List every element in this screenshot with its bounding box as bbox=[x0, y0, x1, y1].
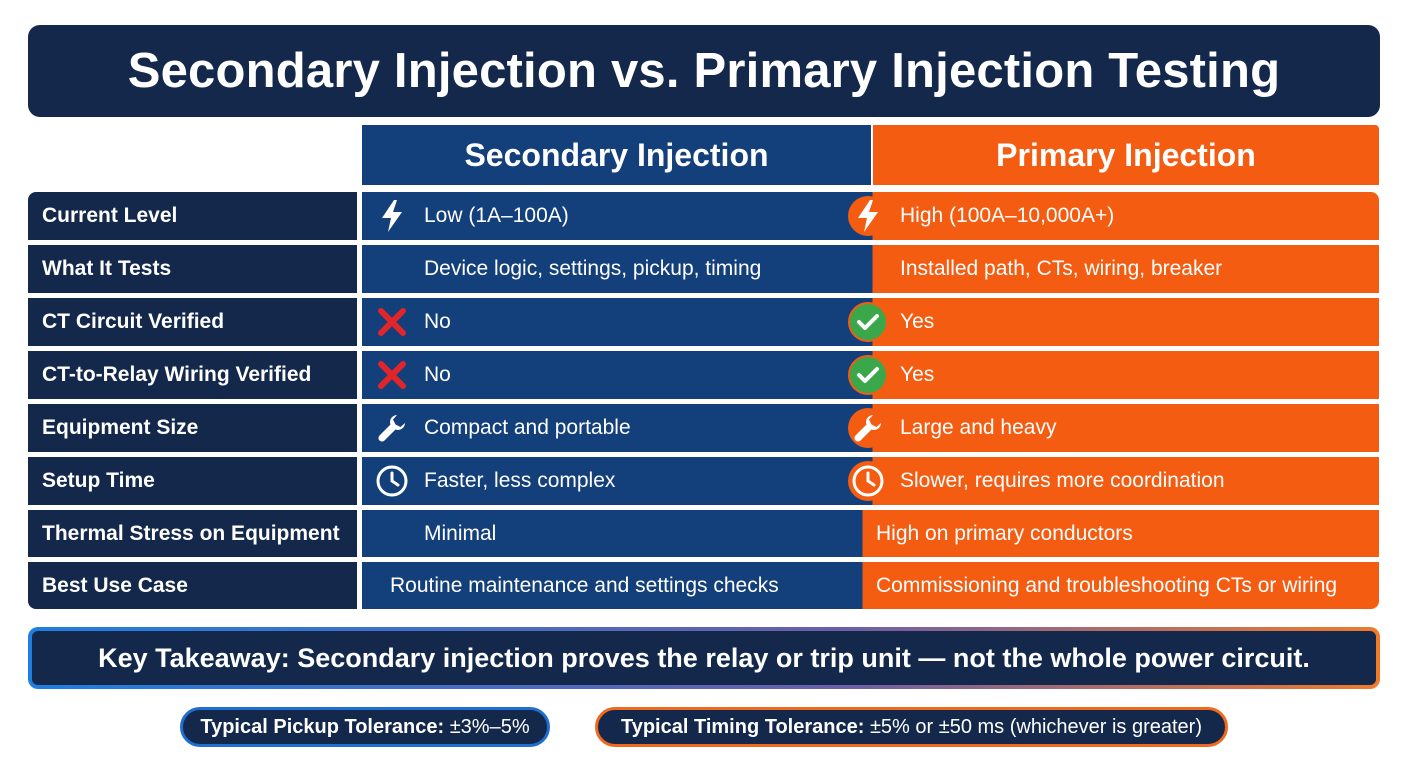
timing-tolerance-badge: Typical Timing Tolerance: ±5% or ±50 ms … bbox=[595, 707, 1228, 747]
cell-secondary-current-level: Low (1A–100A) bbox=[424, 204, 569, 227]
timing-tolerance-label: Typical Timing Tolerance: bbox=[620, 715, 865, 738]
column-header-secondary: Secondary Injection bbox=[362, 125, 871, 185]
row-label-setup-time: Setup Time bbox=[28, 457, 357, 505]
key-takeaway-banner: Key Takeaway: Secondary injection proves… bbox=[28, 627, 1380, 689]
check-icon bbox=[848, 355, 888, 395]
cell-primary-what-it-tests: Installed path, CTs, wiring, breaker bbox=[900, 257, 1223, 280]
pickup-tolerance-badge: Typical Pickup Tolerance: ±3%–5% bbox=[180, 707, 550, 747]
page-title: Secondary Injection vs. Primary Injectio… bbox=[28, 25, 1380, 117]
cell-secondary-best-use-case: Routine maintenance and settings checks bbox=[390, 573, 779, 597]
row-label-best-use-case: Best Use Case bbox=[28, 562, 357, 609]
cell-secondary-ct-to-relay-wiring-verified: No bbox=[424, 363, 451, 386]
clock-icon bbox=[372, 461, 412, 501]
cell-secondary-what-it-tests: Device logic, settings, pickup, timing bbox=[424, 257, 762, 280]
cell-primary-current-level: High (100A–10,000A+) bbox=[900, 204, 1115, 227]
cell-secondary-thermal-stress: Minimal bbox=[424, 521, 497, 545]
table-row bbox=[362, 562, 1379, 609]
clock-icon bbox=[848, 461, 888, 501]
row-label-what-it-tests: What It Tests bbox=[28, 245, 357, 293]
row-label-current-level: Current Level bbox=[28, 192, 357, 240]
row-label-ct-circuit-verified: CT Circuit Verified bbox=[28, 298, 357, 346]
wrench-icon bbox=[372, 408, 412, 448]
pickup-tolerance-label: Typical Pickup Tolerance: bbox=[200, 715, 445, 738]
cell-secondary-setup-time: Faster, less complex bbox=[424, 469, 616, 492]
row-label-equipment-size: Equipment Size bbox=[28, 404, 357, 452]
cell-primary-setup-time: Slower, requires more coordination bbox=[900, 469, 1225, 492]
cell-primary-equipment-size: Large and heavy bbox=[900, 416, 1057, 439]
row-label-thermal-stress: Thermal Stress on Equipment bbox=[28, 510, 357, 557]
table-row bbox=[362, 245, 1379, 293]
lightning-icon bbox=[372, 196, 412, 236]
table-row bbox=[362, 510, 1379, 557]
cell-primary-ct-circuit-verified: Yes bbox=[900, 310, 935, 333]
cell-secondary-ct-circuit-verified: No bbox=[424, 310, 451, 333]
cross-icon bbox=[372, 355, 412, 395]
cell-primary-ct-to-relay-wiring-verified: Yes bbox=[900, 363, 935, 386]
row-label-ct-to-relay-wiring-verified: CT-to-Relay Wiring Verified bbox=[28, 351, 357, 399]
cell-primary-best-use-case: Commissioning and troubleshooting CTs or… bbox=[876, 573, 1338, 597]
cell-secondary-equipment-size: Compact and portable bbox=[424, 416, 631, 439]
wrench-icon bbox=[848, 408, 888, 448]
cross-icon bbox=[372, 302, 412, 342]
pickup-tolerance-value: ±3%–5% bbox=[449, 715, 530, 738]
check-icon bbox=[848, 302, 888, 342]
timing-tolerance-value: ±5% or ±50 ms (whichever is greater) bbox=[869, 715, 1202, 738]
cell-primary-thermal-stress: High on primary conductors bbox=[876, 521, 1133, 545]
lightning-icon bbox=[848, 196, 888, 236]
column-header-primary: Primary Injection bbox=[873, 125, 1379, 185]
